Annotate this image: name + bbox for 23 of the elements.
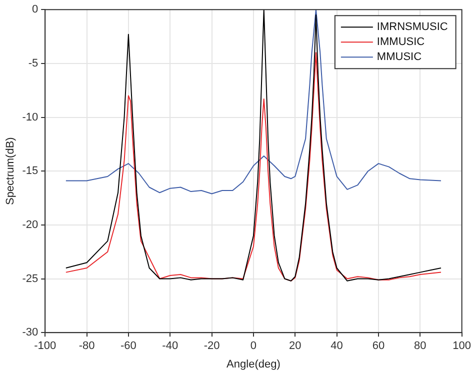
y-tick-label: 0	[32, 4, 38, 16]
x-tick-label: -20	[204, 340, 220, 352]
x-tick-label: -60	[120, 340, 136, 352]
x-tick-label: 40	[330, 340, 343, 352]
x-tick-label: -80	[78, 340, 95, 352]
y-axis-title: Spectrum(dB)	[4, 137, 17, 206]
x-tick-label: 0	[250, 340, 257, 352]
y-tick-label: -30	[22, 326, 38, 339]
legend-label: IMMUSIC	[376, 36, 425, 48]
x-tick-label: 20	[289, 340, 302, 352]
legend-label: MMUSIC	[376, 51, 422, 64]
x-tick-label: -100	[34, 340, 56, 352]
y-tick-label: -15	[22, 165, 38, 178]
x-tick-label: 100	[452, 340, 472, 352]
x-tick-label: 60	[372, 340, 385, 352]
y-tick-label: -20	[22, 218, 38, 231]
x-tick-label: -40	[162, 340, 178, 352]
y-tick-label: -10	[22, 111, 38, 124]
x-axis-title: Angle(deg)	[226, 358, 280, 370]
legend-label: IMRNSMUSIC	[376, 21, 448, 34]
x-tick-label: 80	[414, 340, 426, 352]
y-tick-label: -25	[22, 272, 38, 285]
y-tick-label: -5	[28, 57, 38, 70]
